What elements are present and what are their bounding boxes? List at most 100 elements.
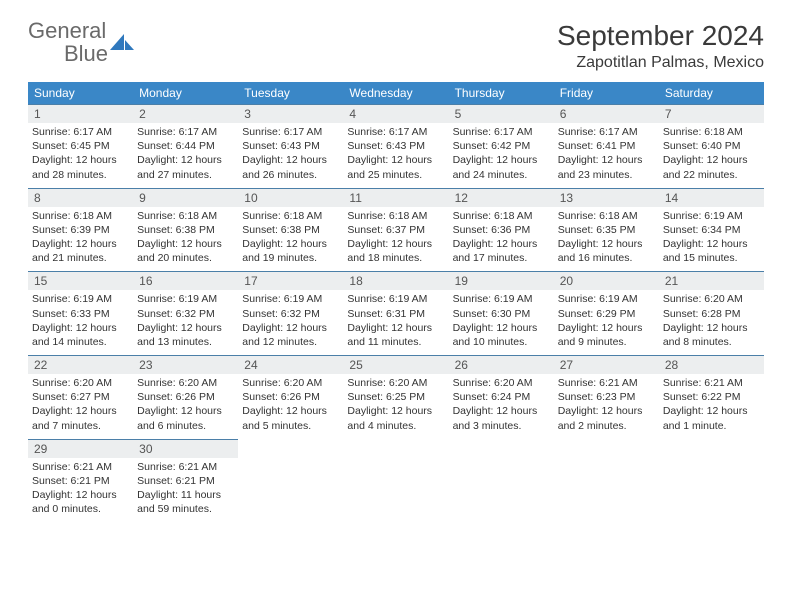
day-number: 22 xyxy=(28,356,133,374)
calendar-page: General Blue September 2024 Zapotitlan P… xyxy=(0,0,792,542)
day-details: Sunrise: 6:19 AMSunset: 6:29 PMDaylight:… xyxy=(554,292,659,349)
calendar-cell: 15 Sunrise: 6:19 AMSunset: 6:33 PMDayligh… xyxy=(28,271,133,355)
logo-word-a: General xyxy=(28,18,106,43)
calendar-cell: 23 Sunrise: 6:20 AMSunset: 6:26 PMDayligh… xyxy=(133,355,238,439)
day-number: 21 xyxy=(659,272,764,290)
day-details: Sunrise: 6:19 AMSunset: 6:30 PMDaylight:… xyxy=(449,292,554,349)
calendar-cell: 27 Sunrise: 6:21 AMSunset: 6:23 PMDayligh… xyxy=(554,355,659,439)
weekday-header: Sunday xyxy=(28,82,133,104)
weekday-header: Tuesday xyxy=(238,82,343,104)
calendar-cell: 18Sunrise: 6:19 AMSunset: 6:31 PMDayligh… xyxy=(343,271,448,355)
calendar-cell: 4 Sunrise: 6:17 AMSunset: 6:43 PMDaylight… xyxy=(343,104,448,188)
day-number: 3 xyxy=(238,105,343,123)
day-number: 4 xyxy=(343,105,448,123)
location-text: Zapotitlan Palmas, Mexico xyxy=(557,54,764,72)
day-number: 28 xyxy=(659,356,764,374)
calendar-cell: 7 Sunrise: 6:18 AMSunset: 6:40 PMDaylight… xyxy=(659,104,764,188)
calendar-cell: 5 Sunrise: 6:17 AMSunset: 6:42 PMDaylight… xyxy=(449,104,554,188)
calendar-cell: 26 Sunrise: 6:20 AMSunset: 6:24 PMDayligh… xyxy=(449,355,554,439)
day-details: Sunrise: 6:18 AMSunset: 6:40 PMDaylight:… xyxy=(659,125,764,182)
brand-logo: General Blue xyxy=(28,20,136,66)
day-details: Sunrise: 6:18 AMSunset: 6:36 PMDaylight:… xyxy=(449,209,554,266)
calendar-cell: 10 Sunrise: 6:18 AMSunset: 6:38 PMDayligh… xyxy=(238,188,343,272)
day-details: Sunrise: 6:21 AMSunset: 6:22 PMDaylight:… xyxy=(659,376,764,433)
day-details: Sunrise: 6:20 AMSunset: 6:28 PMDaylight:… xyxy=(659,292,764,349)
calendar-cell: 28 Sunrise: 6:21 AMSunset: 6:22 PMDayligh… xyxy=(659,355,764,439)
page-header: General Blue September 2024 Zapotitlan P… xyxy=(28,20,764,72)
day-number: 30 xyxy=(133,440,238,458)
day-details: Sunrise: 6:18 AMSunset: 6:39 PMDaylight:… xyxy=(28,209,133,266)
calendar-cell-empty xyxy=(449,439,554,523)
day-details: Sunrise: 6:18 AMSunset: 6:38 PMDaylight:… xyxy=(238,209,343,266)
logo-text: General Blue xyxy=(28,20,108,66)
day-details: Sunrise: 6:20 AMSunset: 6:26 PMDaylight:… xyxy=(133,376,238,433)
calendar-body: 1 Sunrise: 6:17 AMSunset: 6:45 PMDaylight… xyxy=(28,104,764,522)
calendar-cell: 13 Sunrise: 6:18 AMSunset: 6:35 PMDayligh… xyxy=(554,188,659,272)
day-number: 15 xyxy=(28,272,133,290)
month-title: September 2024 xyxy=(557,20,764,52)
title-block: September 2024 Zapotitlan Palmas, Mexico xyxy=(557,20,764,72)
day-number: 9 xyxy=(133,189,238,207)
calendar-cell: 6 Sunrise: 6:17 AMSunset: 6:41 PMDaylight… xyxy=(554,104,659,188)
day-details: Sunrise: 6:20 AMSunset: 6:24 PMDaylight:… xyxy=(449,376,554,433)
day-details: Sunrise: 6:19 AMSunset: 6:32 PMDaylight:… xyxy=(133,292,238,349)
calendar-cell: 2Sunrise: 6:17 AMSunset: 6:44 PMDaylight… xyxy=(133,104,238,188)
weekday-header: Saturday xyxy=(659,82,764,104)
day-number: 8 xyxy=(28,189,133,207)
calendar-cell: 11Sunrise: 6:18 AMSunset: 6:37 PMDayligh… xyxy=(343,188,448,272)
day-details: Sunrise: 6:20 AMSunset: 6:25 PMDaylight:… xyxy=(343,376,448,433)
day-number: 14 xyxy=(659,189,764,207)
day-number: 12 xyxy=(449,189,554,207)
day-details: Sunrise: 6:21 AMSunset: 6:21 PMDaylight:… xyxy=(133,460,238,517)
day-number: 1 xyxy=(28,105,133,123)
calendar-cell: 8 Sunrise: 6:18 AMSunset: 6:39 PMDaylight… xyxy=(28,188,133,272)
day-details: Sunrise: 6:18 AMSunset: 6:35 PMDaylight:… xyxy=(554,209,659,266)
day-number: 13 xyxy=(554,189,659,207)
day-number: 29 xyxy=(28,440,133,458)
calendar-cell: 17Sunrise: 6:19 AMSunset: 6:32 PMDayligh… xyxy=(238,271,343,355)
day-number: 20 xyxy=(554,272,659,290)
day-number: 24 xyxy=(238,356,343,374)
day-number: 27 xyxy=(554,356,659,374)
calendar-cell-empty xyxy=(238,439,343,523)
weekday-header: Wednesday xyxy=(343,82,448,104)
day-details: Sunrise: 6:20 AMSunset: 6:27 PMDaylight:… xyxy=(28,376,133,433)
calendar-cell: 22 Sunrise: 6:20 AMSunset: 6:27 PMDayligh… xyxy=(28,355,133,439)
day-number: 19 xyxy=(449,272,554,290)
day-number: 7 xyxy=(659,105,764,123)
day-details: Sunrise: 6:21 AMSunset: 6:23 PMDaylight:… xyxy=(554,376,659,433)
day-number: 2 xyxy=(133,105,238,123)
weekday-header: Friday xyxy=(554,82,659,104)
calendar-cell: 14 Sunrise: 6:19 AMSunset: 6:34 PMDayligh… xyxy=(659,188,764,272)
day-details: Sunrise: 6:17 AMSunset: 6:45 PMDaylight:… xyxy=(28,125,133,182)
day-details: Sunrise: 6:19 AMSunset: 6:32 PMDaylight:… xyxy=(238,292,343,349)
day-number: 5 xyxy=(449,105,554,123)
calendar-cell-empty xyxy=(343,439,448,523)
day-number: 18 xyxy=(343,272,448,290)
day-details: Sunrise: 6:17 AMSunset: 6:43 PMDaylight:… xyxy=(343,125,448,182)
day-details: Sunrise: 6:19 AMSunset: 6:33 PMDaylight:… xyxy=(28,292,133,349)
day-details: Sunrise: 6:17 AMSunset: 6:43 PMDaylight:… xyxy=(238,125,343,182)
day-number: 10 xyxy=(238,189,343,207)
day-number: 23 xyxy=(133,356,238,374)
calendar-cell: 25 Sunrise: 6:20 AMSunset: 6:25 PMDayligh… xyxy=(343,355,448,439)
day-details: Sunrise: 6:19 AMSunset: 6:34 PMDaylight:… xyxy=(659,209,764,266)
day-number: 16 xyxy=(133,272,238,290)
calendar-cell-empty xyxy=(554,439,659,523)
day-details: Sunrise: 6:21 AMSunset: 6:21 PMDaylight:… xyxy=(28,460,133,517)
day-number: 26 xyxy=(449,356,554,374)
calendar-cell-empty xyxy=(659,439,764,523)
sail-icon xyxy=(110,34,136,52)
day-number: 6 xyxy=(554,105,659,123)
day-number: 25 xyxy=(343,356,448,374)
day-details: Sunrise: 6:17 AMSunset: 6:42 PMDaylight:… xyxy=(449,125,554,182)
logo-word-b: Blue xyxy=(28,41,108,66)
day-details: Sunrise: 6:17 AMSunset: 6:41 PMDaylight:… xyxy=(554,125,659,182)
calendar-cell: 29 Sunrise: 6:21 AMSunset: 6:21 PMDayligh… xyxy=(28,439,133,523)
calendar-cell: 24Sunrise: 6:20 AMSunset: 6:26 PMDayligh… xyxy=(238,355,343,439)
weekday-header: Thursday xyxy=(449,82,554,104)
day-details: Sunrise: 6:18 AMSunset: 6:37 PMDaylight:… xyxy=(343,209,448,266)
calendar-cell: 21 Sunrise: 6:20 AMSunset: 6:28 PMDayligh… xyxy=(659,271,764,355)
calendar-cell: 12 Sunrise: 6:18 AMSunset: 6:36 PMDayligh… xyxy=(449,188,554,272)
calendar-cell: 30 Sunrise: 6:21 AMSunset: 6:21 PMDayligh… xyxy=(133,439,238,523)
